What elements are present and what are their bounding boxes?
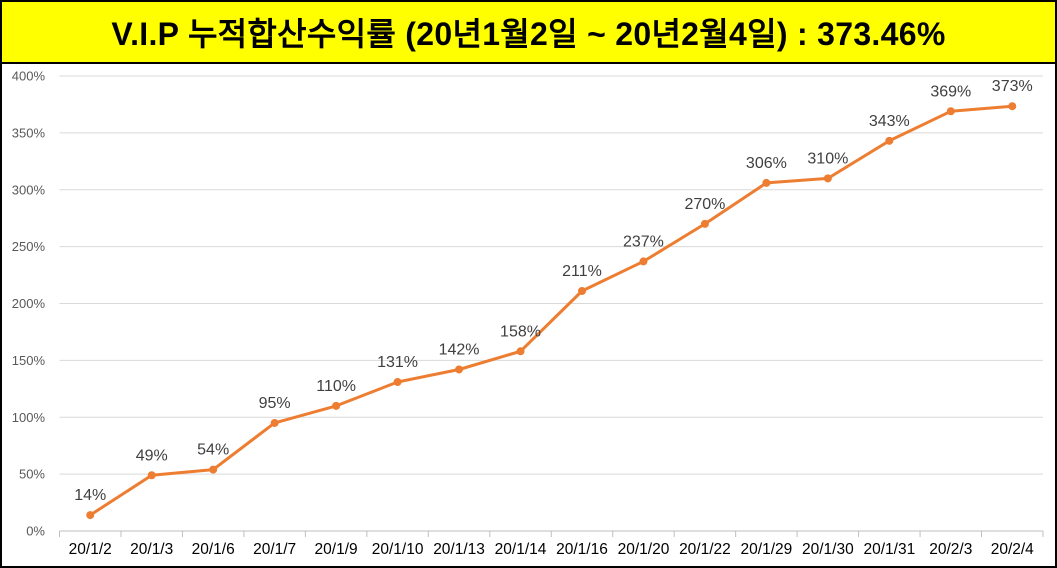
y-tick-label: 0% [26, 524, 45, 539]
title-banner: V.I.P 누적합산수익률 (20년1월2일 ~ 20년2월4일) : 373.… [0, 0, 1057, 64]
x-tick-label: 20/1/7 [253, 541, 296, 558]
x-tick-label: 20/1/3 [130, 541, 173, 558]
data-point [270, 418, 279, 427]
x-tick-label: 20/1/29 [741, 541, 793, 558]
data-point [823, 174, 832, 183]
data-label: 158% [500, 323, 541, 340]
x-tick-label: 20/1/22 [679, 541, 731, 558]
data-point [639, 257, 648, 266]
data-point [946, 107, 955, 116]
data-label: 237% [623, 233, 664, 250]
x-tick-label: 20/1/30 [802, 541, 854, 558]
y-tick-label: 300% [12, 182, 46, 197]
data-label: 369% [930, 83, 971, 100]
data-label: 95% [259, 395, 291, 412]
x-tick-label: 20/1/13 [433, 541, 485, 558]
y-tick-label: 100% [12, 410, 46, 425]
data-point [86, 511, 95, 520]
data-point [332, 401, 341, 410]
data-label: 211% [562, 263, 602, 280]
data-label: 373% [992, 78, 1033, 95]
data-point [455, 365, 464, 374]
x-tick-label: 20/2/4 [991, 541, 1034, 558]
data-label: 142% [439, 341, 480, 358]
data-point [516, 347, 525, 356]
y-tick-label: 250% [12, 239, 46, 254]
data-point [762, 178, 771, 187]
data-label: 54% [197, 442, 229, 459]
data-point [209, 465, 218, 474]
x-tick-label: 20/1/6 [192, 541, 235, 558]
data-point [700, 219, 709, 228]
data-point [885, 136, 894, 145]
series-line [88, 104, 1014, 517]
x-tick-label: 20/1/16 [556, 541, 608, 558]
data-label: 110% [316, 378, 356, 395]
y-tick-label: 400% [12, 69, 46, 84]
data-label: 131% [377, 354, 418, 371]
x-tick-label: 20/1/2 [69, 541, 112, 558]
data-label: 306% [746, 155, 787, 172]
data-label: 343% [869, 113, 910, 130]
data-point [1008, 102, 1017, 111]
y-tick-label: 50% [19, 467, 45, 482]
data-label: 270% [684, 196, 725, 213]
data-label: 310% [807, 150, 848, 167]
x-tick-label: 20/1/20 [618, 541, 670, 558]
data-label: 14% [74, 487, 106, 504]
x-tick-label: 20/1/31 [863, 541, 915, 558]
x-tick-label: 20/1/14 [495, 541, 547, 558]
y-tick-label: 200% [12, 296, 46, 311]
data-point [147, 471, 156, 480]
chart-title: V.I.P 누적합산수익률 (20년1월2일 ~ 20년2월4일) : 373.… [111, 16, 946, 52]
data-point [577, 286, 586, 295]
data-label: 49% [136, 447, 168, 464]
x-tick-label: 20/2/3 [929, 541, 972, 558]
y-tick-label: 150% [12, 353, 46, 368]
x-tick-label: 20/1/9 [315, 541, 358, 558]
data-point [393, 377, 402, 386]
x-tick-label: 20/1/10 [372, 541, 424, 558]
y-tick-label: 350% [12, 125, 46, 140]
